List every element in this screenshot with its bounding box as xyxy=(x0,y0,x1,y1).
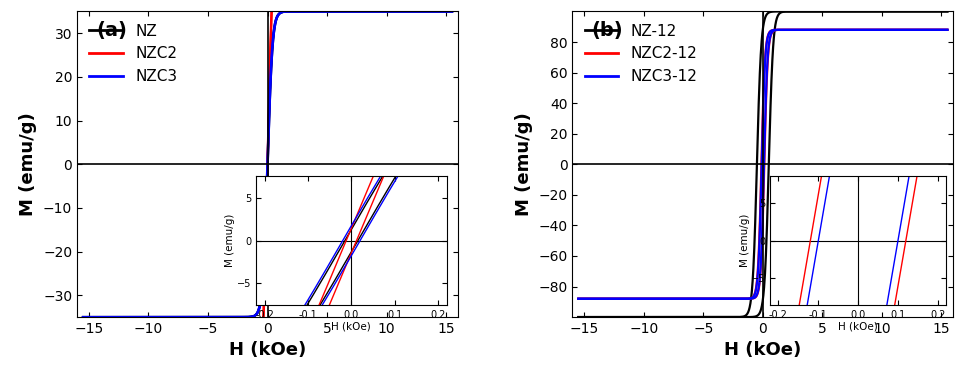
Legend: NZ, NZC2, NZC3: NZ, NZC2, NZC3 xyxy=(85,19,182,89)
X-axis label: H (kOe): H (kOe) xyxy=(229,342,306,359)
Text: (b): (b) xyxy=(591,21,623,40)
Text: (a): (a) xyxy=(96,21,127,40)
Y-axis label: M (emu/g): M (emu/g) xyxy=(19,112,38,216)
Legend: NZ-12, NZC2-12, NZC3-12: NZ-12, NZC2-12, NZC3-12 xyxy=(580,19,702,89)
Y-axis label: M (emu/g): M (emu/g) xyxy=(514,112,533,216)
X-axis label: H (kOe): H (kOe) xyxy=(724,342,801,359)
